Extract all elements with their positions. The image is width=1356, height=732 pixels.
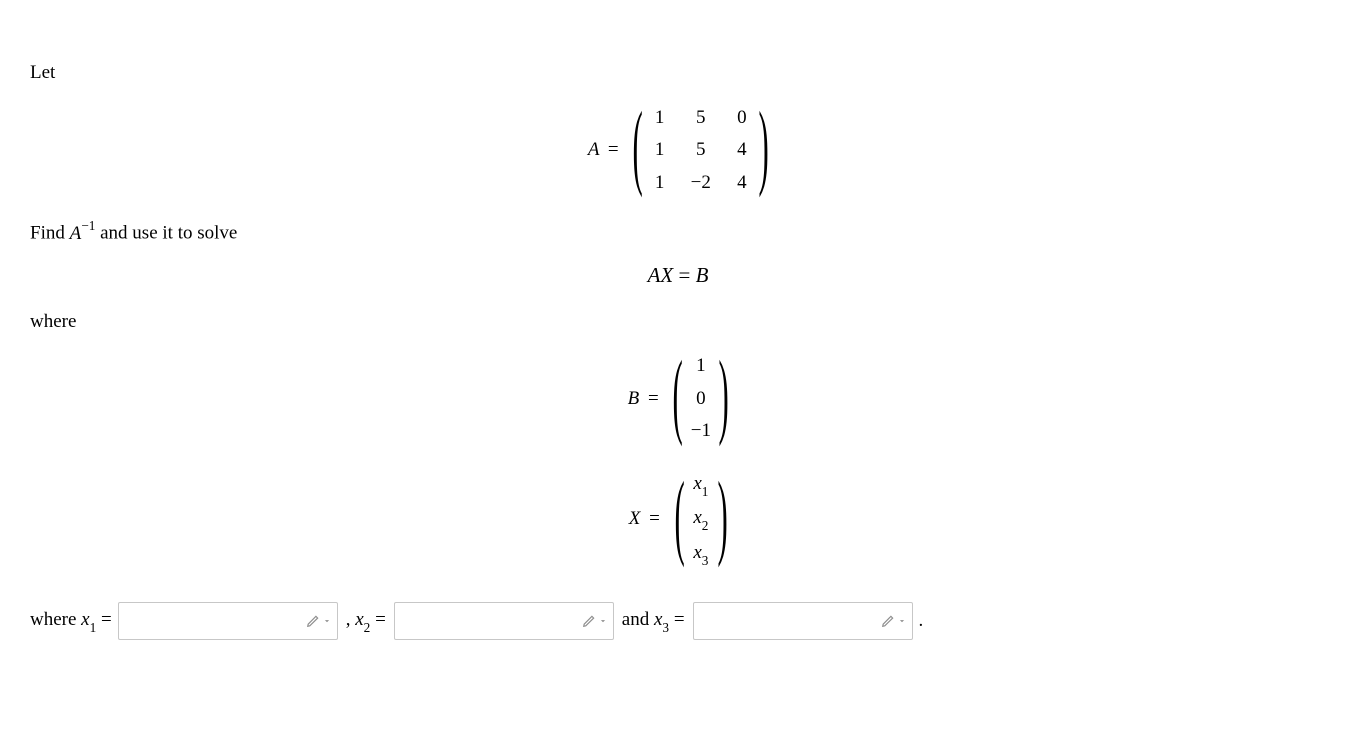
answer-row: where x1 = , x2 = [30,602,1326,640]
equals-sign: = [674,609,685,630]
A-lhs: A = [588,137,629,164]
var-x-sub: 1 [702,484,709,499]
lparen-icon: ( [633,103,643,198]
x2-input[interactable] [394,602,614,640]
matrix-A: ( 1 5 0 1 5 4 1 −2 4 ) [633,101,768,201]
separator-and: and x3 = [620,607,687,635]
matrix-X: ( x1 x2 x3 ) [675,467,728,572]
matrix-X-cell: x1 [692,471,710,499]
text-where-2: where [30,609,81,630]
matrix-A-cell: 5 [691,105,711,132]
answer-where-label: where x1 = [30,607,112,635]
X-lhs: X = [629,506,670,533]
var-x-sub: 2 [702,518,709,533]
matrix-A-cell: 5 [691,137,711,164]
separator-comma: , x2 = [344,607,388,635]
matrix-A-cell: −2 [691,170,711,197]
chevron-down-icon[interactable] [322,616,332,626]
var-x: x [693,507,701,528]
matrix-A-cell: 1 [651,170,669,197]
matrix-A-grid: 1 5 0 1 5 4 1 −2 4 [643,101,759,201]
field-icons [306,614,332,628]
equation-X: X = ( x1 x2 x3 ) [30,467,1326,572]
symbol-B: B [696,263,709,287]
pencil-icon[interactable] [306,614,320,628]
var-x-sub: 3 [702,553,709,568]
comma: , [346,609,356,630]
matrix-X-cell: x2 [692,505,710,533]
chevron-down-icon[interactable] [897,616,907,626]
symbol-X: X [629,508,641,529]
text-where: where [30,309,1326,336]
field-icons [881,614,907,628]
equals-sign: = [645,508,664,529]
answer-field-x1 [118,602,338,640]
equation-AX-eq-B: AX = B [30,261,1326,290]
equals-sign: = [101,609,112,630]
matrix-A-cell: 4 [733,137,751,164]
text-find-pre: Find [30,223,70,244]
rparen-icon: ) [719,352,729,447]
equals-sign: = [604,139,623,160]
var-x: x [355,609,363,630]
rparen-icon: ) [717,472,727,567]
chevron-down-icon[interactable] [598,616,608,626]
lparen-icon: ( [673,352,683,447]
symbol-A-inverse: A−1 [70,223,101,244]
matrix-B-cell: 0 [691,386,711,413]
matrix-A-cell: 4 [733,170,751,197]
equation-B: B = ( 1 0 −1 ) [30,349,1326,449]
symbol-AX: AX [648,263,674,287]
lparen-icon: ( [674,472,684,567]
symbol-B: B [628,388,640,409]
equation-A: A = ( 1 5 0 1 5 4 1 −2 4 ) [30,101,1326,201]
matrix-B: ( 1 0 −1 ) [673,349,728,449]
var-x: x [693,542,701,563]
label-x1: x1 = [81,609,112,630]
text-let: Let [30,60,1326,87]
x3-input[interactable] [693,602,913,640]
var-x: x [693,473,701,494]
answer-field-x2 [394,602,614,640]
field-icons [582,614,608,628]
symbol-Ainv-base: A [70,223,82,244]
pencil-icon[interactable] [881,614,895,628]
var-sub: 2 [364,620,371,635]
x1-input[interactable] [118,602,338,640]
equals-sign: = [673,263,695,287]
label-x2: x2 = [355,609,386,630]
matrix-B-cell: 1 [691,353,711,380]
matrix-X-grid: x1 x2 x3 [684,467,718,572]
equals-sign: = [644,388,663,409]
text-find-post: and use it to solve [100,223,237,244]
symbol-A: A [588,139,599,160]
answer-field-x3 [693,602,913,640]
and-text: and [622,609,654,630]
symbol-Ainv-exp: −1 [81,218,95,233]
matrix-A-cell: 1 [651,137,669,164]
var-sub: 3 [662,620,669,635]
var-x: x [81,609,89,630]
matrix-A-cell: 1 [651,105,669,132]
equals-sign: = [375,609,386,630]
var-sub: 1 [90,620,97,635]
matrix-A-cell: 0 [733,105,751,132]
matrix-B-grid: 1 0 −1 [683,349,719,449]
trailing-period: . [919,608,924,635]
matrix-X-cell: x3 [692,540,710,568]
pencil-icon[interactable] [582,614,596,628]
text-find: Find A−1 and use it to solve [30,218,1326,247]
question-body: Let A = ( 1 5 0 1 5 4 1 −2 4 ) Find A−1 [0,0,1356,670]
matrix-B-cell: −1 [691,418,711,445]
label-x3: x3 = [654,609,685,630]
rparen-icon: ) [758,103,768,198]
B-lhs: B = [628,386,669,413]
